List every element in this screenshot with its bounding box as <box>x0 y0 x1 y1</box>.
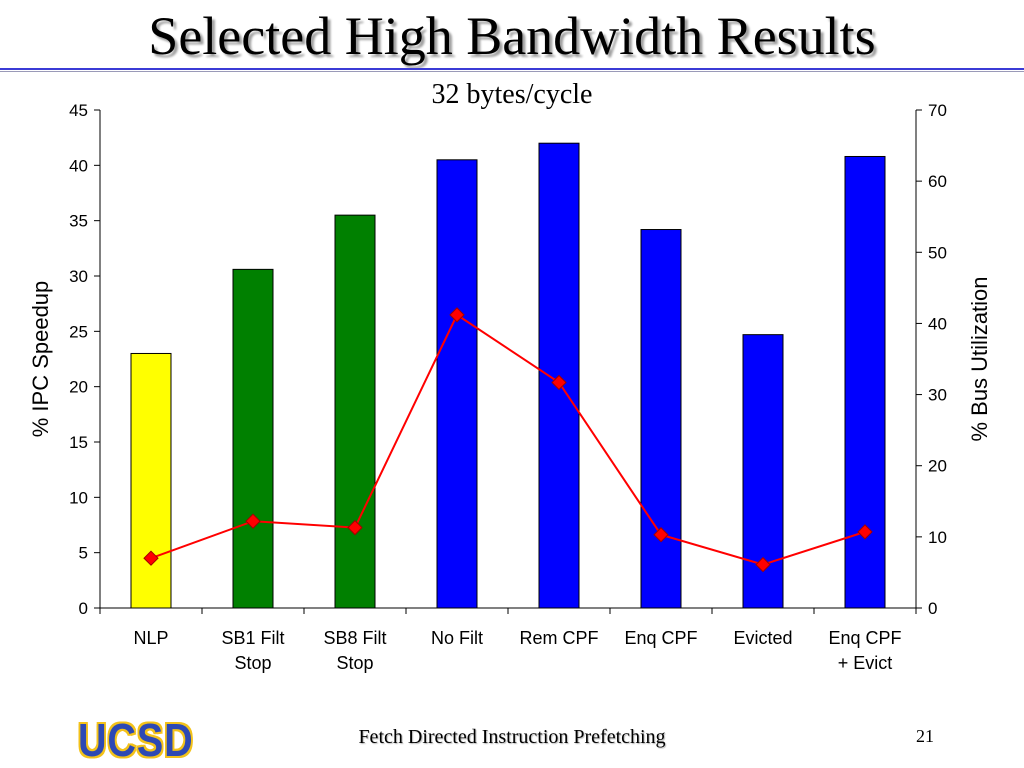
bus-utilization-line <box>150 313 866 566</box>
x-tick-label: SB8 Filt <box>323 628 386 648</box>
ucsd-logo: UCSD <box>78 714 194 766</box>
y-tick-label-left: 10 <box>69 488 88 507</box>
bus-utilization-point <box>449 307 465 323</box>
bar <box>130 352 172 609</box>
x-tick-label: Evicted <box>733 628 792 648</box>
y-tick-label-right: 70 <box>928 101 947 120</box>
title-rule-shadow <box>0 71 1024 72</box>
y-tick-label-left: 20 <box>69 378 88 397</box>
y-tick-label-left: 5 <box>79 544 88 563</box>
chart-title: 32 bytes/cycle <box>431 79 593 110</box>
y-axis-label-left: % IPC Speedup <box>28 281 53 438</box>
y-tick-label-right: 0 <box>928 599 937 618</box>
bus-utilization-point <box>653 527 669 543</box>
x-tick-label: Enq CPF <box>624 628 697 648</box>
bus-utilization-point <box>143 550 159 566</box>
y-axis-label-right: % Bus Utilization <box>967 276 992 441</box>
bus-utilization-point <box>755 556 771 573</box>
bar <box>232 268 274 609</box>
bus-utilization-point <box>245 513 261 529</box>
bar <box>844 155 886 609</box>
y-tick-label-left: 15 <box>69 433 88 452</box>
bus-utilization-point <box>551 374 567 391</box>
title-rule <box>0 68 1024 70</box>
y-tick-label-left: 45 <box>69 101 88 120</box>
slide-title: Selected High Bandwidth Results <box>148 6 876 66</box>
labels-group: 0 5 10 15 20 25 30 35 40 45 0 10 20 30 40 50 60 70 NLP SB1 … <box>28 101 992 673</box>
bar <box>436 159 478 609</box>
bus-utilization-point <box>857 524 873 540</box>
x-tick-label: Rem CPF <box>519 628 598 648</box>
x-tick-label: Enq CPF <box>828 628 901 648</box>
bars-group <box>130 142 886 609</box>
y-tick-label-left: 40 <box>69 156 88 175</box>
y-tick-label-right: 60 <box>928 172 947 191</box>
x-tick-label: + Evict <box>838 653 893 673</box>
bar <box>334 214 376 609</box>
y-tick-label-left: 35 <box>69 212 88 231</box>
x-tick-label: NLP <box>133 628 168 648</box>
x-tick-label: No Filt <box>431 628 483 648</box>
y-tick-label-left: 25 <box>69 322 88 341</box>
axes-group <box>94 109 922 614</box>
y-tick-label-right: 40 <box>928 314 947 333</box>
y-tick-label-right: 10 <box>928 528 947 547</box>
footer-text: Fetch Directed Instruction Prefetching <box>358 726 666 748</box>
bar <box>640 229 682 609</box>
x-tick-label: Stop <box>234 653 271 673</box>
y-tick-label-right: 20 <box>928 457 947 476</box>
bus-utilization-point <box>347 519 363 536</box>
y-tick-label-left: 0 <box>79 599 88 618</box>
x-tick-label: SB1 Filt <box>221 628 284 648</box>
page-number: 21 <box>916 726 934 746</box>
y-tick-label-left: 30 <box>69 267 88 286</box>
line-series-group <box>143 307 873 573</box>
y-tick-label-right: 50 <box>928 243 947 262</box>
x-tick-label: Stop <box>336 653 373 673</box>
y-tick-label-right: 30 <box>928 386 947 405</box>
